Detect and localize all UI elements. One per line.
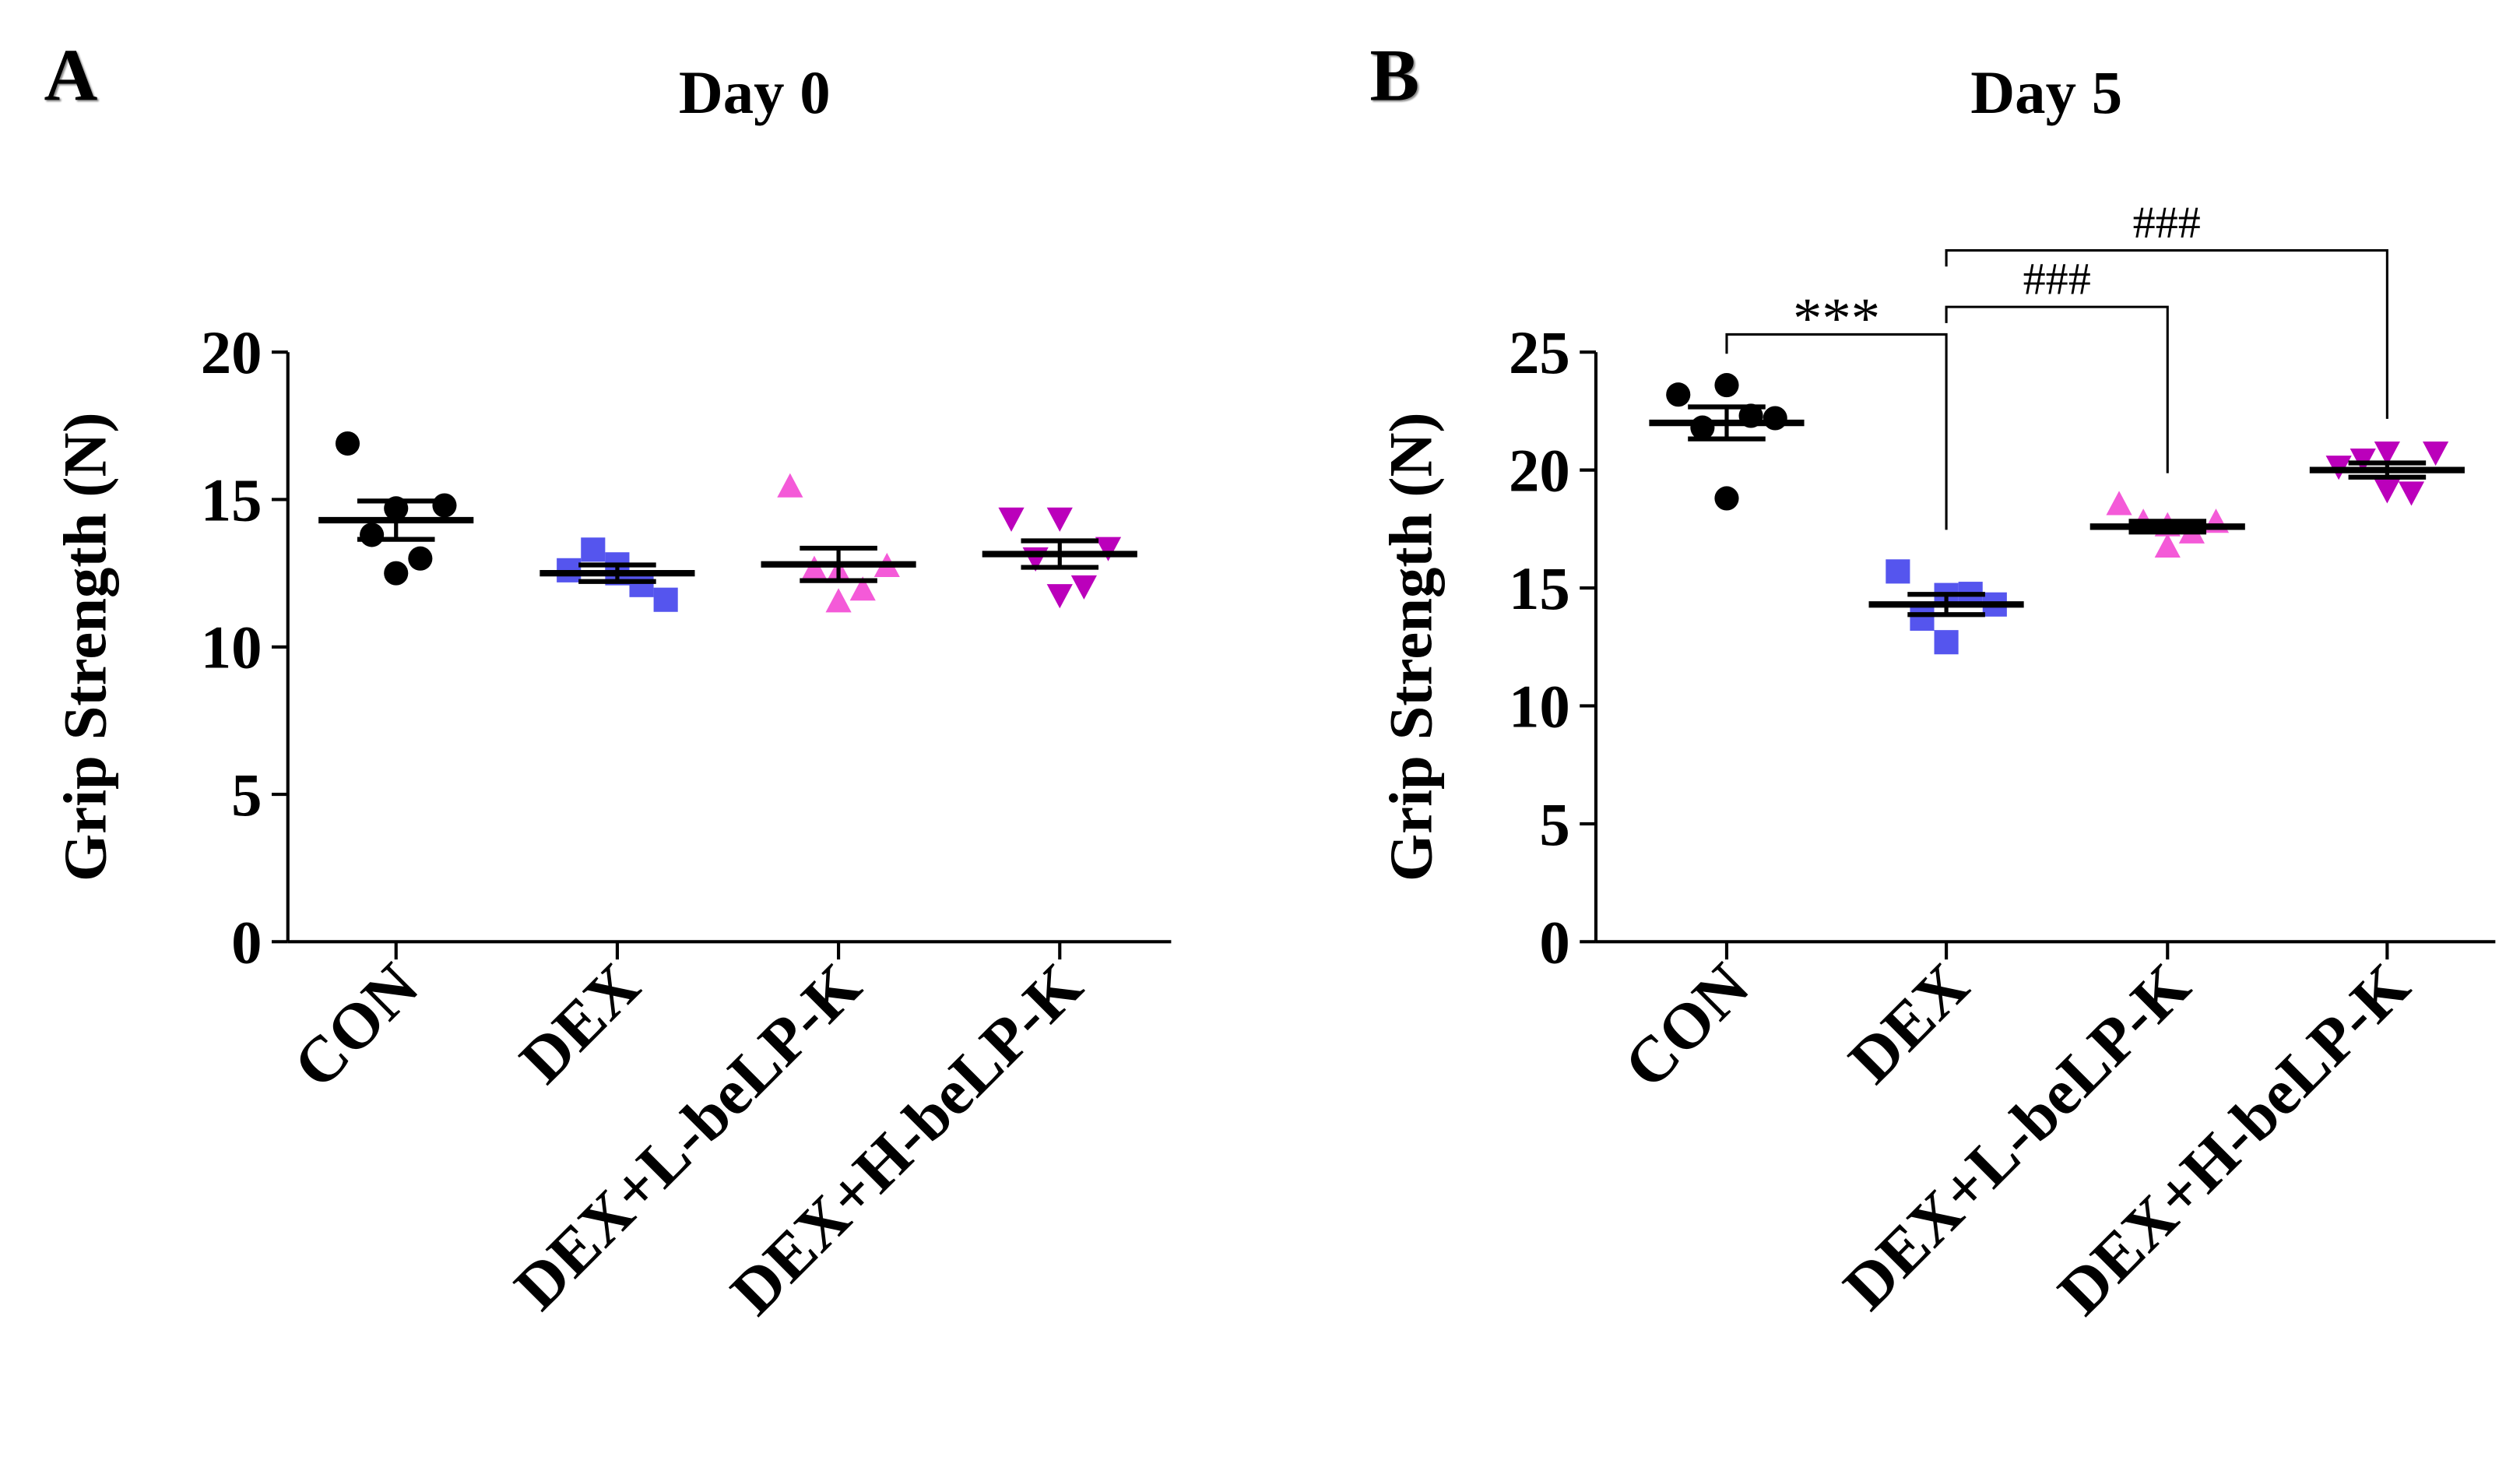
data-point [629, 572, 654, 597]
series-dex [539, 537, 695, 612]
panel-label: B [1370, 34, 1420, 117]
data-point [825, 588, 852, 613]
series-con [1649, 373, 1805, 511]
y-tick-label: 0 [1539, 909, 1569, 977]
data-point [1095, 537, 1122, 561]
y-tick-label: 20 [201, 319, 262, 387]
data-point [1714, 373, 1739, 398]
data-point [1910, 606, 1935, 631]
y-tick-label: 20 [1509, 438, 1570, 505]
data-point [2423, 441, 2449, 466]
significance-bracket [1725, 333, 1948, 530]
data-point [1886, 559, 1910, 584]
y-tick-label: 10 [1509, 673, 1570, 741]
x-tick-label: CON [279, 949, 431, 1101]
series-dex-l-belp-k [761, 473, 916, 613]
significance-label: *** [1793, 287, 1880, 351]
data-point [801, 555, 828, 580]
data-point [335, 431, 360, 456]
y-tick-label: 10 [201, 614, 262, 682]
y-tick-label: 5 [231, 762, 262, 829]
y-axis-label: Grip Strength (N) [1377, 412, 1445, 882]
data-point [998, 507, 1025, 532]
panel-label: A [44, 34, 98, 117]
data-point [1763, 406, 1787, 431]
significance-bracket [1945, 305, 2169, 473]
data-point [581, 537, 606, 562]
y-axis-label: Grip Strength (N) [51, 412, 119, 882]
data-point [2398, 481, 2425, 506]
data-point [1046, 507, 1073, 532]
data-point [1934, 630, 1959, 655]
series-con [318, 431, 474, 586]
data-point [653, 587, 678, 612]
significance-bracket [1945, 248, 2388, 419]
data-point [1666, 382, 1691, 407]
data-point [384, 561, 409, 586]
significance-label: ### [2023, 254, 2091, 304]
series-dex-h-belp-k [2309, 441, 2465, 506]
data-point [2374, 441, 2400, 466]
y-tick-label: 25 [1509, 319, 1570, 387]
data-point [1714, 486, 1739, 511]
data-point [2154, 533, 2181, 558]
series-dex-h-belp-k [982, 507, 1137, 609]
data-point [408, 546, 433, 571]
chart-title: Day 0 [679, 59, 831, 127]
data-point [1046, 584, 1073, 609]
series-dex-l-belp-k [2089, 491, 2245, 558]
data-point [849, 576, 876, 601]
x-tick-label: CON [1610, 949, 1762, 1101]
x-tick-label: DEX [1835, 949, 1982, 1096]
data-point [777, 473, 803, 498]
data-point [1690, 415, 1715, 440]
series-dex [1868, 559, 2024, 655]
data-point [2374, 479, 2400, 504]
data-point [360, 523, 385, 547]
significance-label: ### [2133, 197, 2201, 248]
y-tick-label: 15 [201, 466, 262, 534]
x-tick-label: DEX [506, 949, 653, 1096]
y-tick-label: 0 [231, 909, 262, 977]
y-tick-label: 15 [1509, 555, 1570, 623]
data-point [2106, 491, 2132, 516]
chart-title: Day 5 [1970, 59, 2122, 127]
data-point [432, 493, 457, 518]
data-point [1070, 575, 1097, 600]
y-tick-label: 5 [1539, 791, 1569, 859]
